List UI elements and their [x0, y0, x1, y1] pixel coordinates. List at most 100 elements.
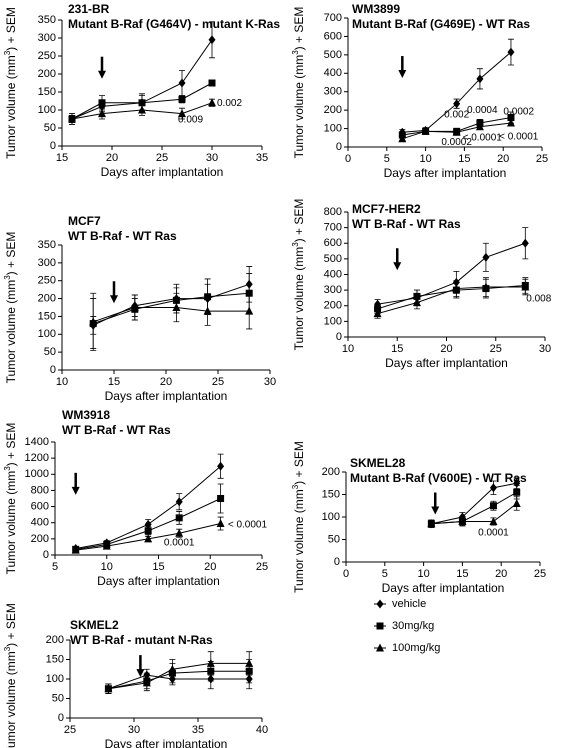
p-value-annotation: < 0.0001 [228, 519, 268, 530]
marker-triangle [208, 98, 216, 107]
x-axis-label: Days after implantation [382, 581, 505, 595]
y-axis-label: Tumor volume (mm3) + SEM [3, 603, 18, 748]
x-tick-label: 20 [440, 343, 452, 355]
x-tick-label: 25 [490, 343, 502, 355]
x-tick-label: 0 [345, 153, 351, 165]
chart-title: WM3899 [352, 2, 400, 16]
y-tick-label: 100 [324, 122, 342, 134]
x-tick-label: 5 [52, 561, 58, 573]
marker-triangle [168, 664, 177, 673]
chart-title: WM3918 [62, 408, 110, 422]
y-axis-label-text: Tumor volume (mm [292, 247, 306, 351]
y-axis-label: Tumor volume (mm3) + SEM [291, 441, 306, 593]
y-tick-label: 400 [324, 268, 342, 280]
x-tick-label: 25 [64, 724, 76, 736]
y-tick-label: 50 [44, 122, 56, 134]
x-tick-label: 15 [152, 561, 164, 573]
series-line [377, 242, 526, 305]
y-tick-label: 350 [38, 239, 56, 251]
y-tick-label: 500 [324, 49, 342, 61]
y-tick-label: 50 [44, 346, 56, 358]
marker-triangle [506, 118, 515, 127]
legend-label: 100mg/kg [392, 642, 440, 654]
marker-triangle [245, 306, 254, 315]
y-axis-label-tail: ) + SEM [4, 7, 18, 51]
chart-subtitle: Mutant B-Raf (G464V) - mutant K-Ras [68, 17, 280, 31]
p-value-annotation: 0.002 [217, 98, 242, 109]
marker-triangle [245, 658, 254, 667]
marker-diamond [376, 599, 384, 609]
x-tick-label: 15 [456, 568, 468, 580]
y-tick-label: 600 [31, 500, 49, 512]
x-tick-label: 35 [192, 724, 204, 736]
treatment-arrowhead [431, 506, 440, 515]
y-axis-label: Tumor volume (mm3) + SEM [3, 232, 18, 384]
x-tick-label: 15 [458, 153, 470, 165]
marker-triangle [178, 109, 186, 118]
chart-subtitle: WT B-Raf - WT Ras [68, 229, 177, 243]
y-tick-label: 250 [38, 275, 56, 287]
marker-triangle [421, 126, 430, 135]
chart-panel: 0 200 400 600 800 1000 1200 1400 5 10 15 20 25 WM3918… [3, 408, 268, 588]
y-tick-label: 200 [324, 104, 342, 116]
y-tick-label: 0 [50, 140, 56, 152]
marker-triangle [481, 282, 490, 291]
chart-panel: 0 50 100 150 200 250 300 350 15 20 25 30 35 231-BRMut… [3, 2, 280, 179]
y-tick-label: 700 [324, 222, 342, 234]
x-tick-label: 5 [384, 153, 390, 165]
marker-triangle [512, 499, 521, 507]
y-tick-label: 800 [31, 484, 49, 496]
y-axis-label-sup: 3 [3, 466, 12, 471]
treatment-arrowhead [398, 70, 407, 79]
marker-triangle [452, 284, 461, 293]
y-tick-label: 200 [38, 292, 56, 304]
x-tick-label: 10 [419, 153, 431, 165]
marker-diamond [178, 78, 186, 88]
p-value-annotation: 0.0001 [478, 527, 509, 538]
marker-triangle [427, 519, 436, 528]
marker-diamond [482, 252, 490, 262]
marker-triangle [376, 643, 384, 652]
marker-square [144, 527, 152, 535]
x-tick-label: 30 [539, 343, 551, 355]
x-axis-label: Days after implantation [105, 389, 228, 403]
series-line [431, 503, 518, 525]
x-tick-label: 15 [108, 376, 120, 388]
y-tick-label: 150 [322, 488, 340, 500]
chart-title: MCF7-HER2 [352, 202, 421, 216]
series-line [431, 482, 517, 525]
x-tick-label: 10 [56, 376, 68, 388]
y-tick-label: 1400 [25, 436, 49, 448]
marker-triangle [130, 303, 139, 311]
y-tick-label: 200 [38, 68, 56, 80]
y-axis-label-tail: ) + SEM [292, 441, 306, 485]
marker-triangle [475, 122, 484, 131]
marker-square [513, 488, 521, 496]
y-axis-label: Tumor volume (mm3) + SEM [3, 7, 18, 159]
marker-triangle [138, 105, 146, 114]
marker-triangle [489, 517, 498, 525]
marker-triangle [102, 541, 111, 550]
x-tick-label: 0 [343, 568, 349, 580]
y-axis-label: Tumor volume (mm3) + SEM [291, 7, 306, 159]
legend: vehicle 30mg/kg 100mg/kg [374, 598, 440, 654]
chart-title: MCF7 [68, 214, 101, 228]
y-axis-label-text: Tumor volume (mm [292, 55, 306, 159]
marker-diamond [453, 99, 461, 109]
x-tick-label: 20 [106, 152, 118, 164]
y-tick-label: 0 [58, 712, 64, 724]
p-value-annotation: < 0.0001 [499, 132, 539, 143]
marker-diamond [489, 483, 497, 493]
y-tick-label: 300 [38, 32, 56, 44]
x-axis-label: Days after implantation [101, 165, 224, 179]
x-tick-label: 30 [264, 376, 276, 388]
marker-triangle [452, 127, 461, 136]
x-tick-label: 35 [256, 152, 268, 164]
y-axis-label-sup: 3 [3, 646, 12, 651]
chart-title: SKMEL28 [350, 456, 406, 470]
marker-square [138, 99, 146, 107]
marker-diamond [217, 461, 225, 471]
chart-subtitle: Mutant B-Raf (V600E) - WT Ras [350, 471, 527, 485]
x-tick-label: 20 [160, 376, 172, 388]
